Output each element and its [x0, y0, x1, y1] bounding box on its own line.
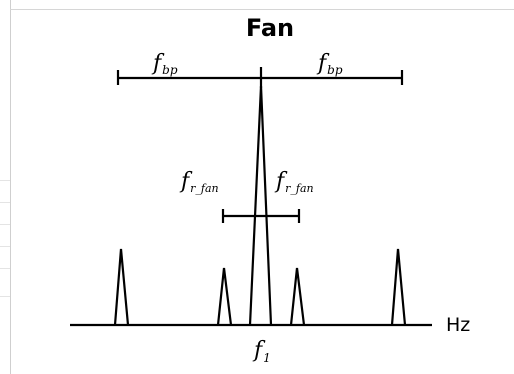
frfan-right-subscript: r_fan [285, 182, 313, 195]
fbp-right-subscript: bp [327, 63, 343, 77]
frame-border-top [10, 9, 514, 10]
f1-label: f1 [252, 338, 271, 365]
sideband-peak-left [216, 267, 233, 326]
background-row-line [0, 296, 10, 297]
axis-unit-label: Hz [446, 314, 470, 336]
frfan-label-right: fr_fan [274, 169, 314, 195]
blade-pass-peak-left [113, 248, 130, 326]
sideband-peak-right [289, 267, 306, 326]
frame-border-left [10, 0, 11, 374]
background-row-line [0, 246, 10, 247]
frfan-left-subscript: r_fan [190, 182, 218, 195]
diagram-title: Fan [246, 14, 294, 42]
background-row-line [0, 268, 10, 269]
background-row-line [0, 180, 10, 181]
background-row-line [0, 224, 10, 225]
fbp-left-subscript: bp [162, 63, 178, 77]
background-row-line [0, 202, 10, 203]
f1-subscript: 1 [263, 351, 271, 365]
fbp-label-left: fbp [151, 51, 178, 77]
blade-pass-peak-right [390, 248, 407, 326]
frfan-label-left: fr_fan [179, 169, 219, 195]
fundamental-peak [248, 85, 273, 326]
fbp-label-right: fbp [316, 51, 343, 77]
